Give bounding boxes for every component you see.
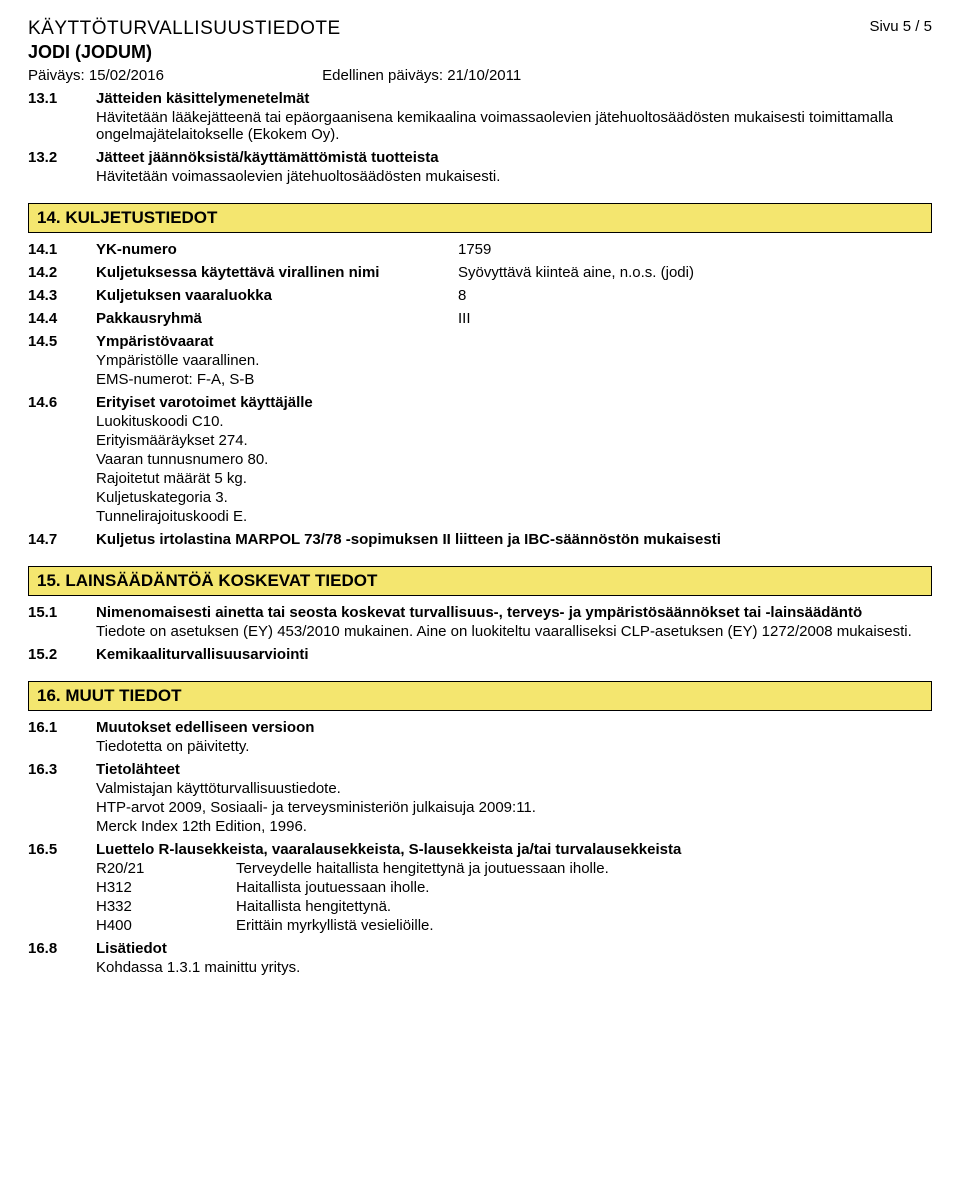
date-label: Päiväys: 15/02/2016	[28, 67, 318, 84]
doc-subtitle: JODI (JODUM)	[28, 42, 932, 63]
page-num: Sivu 5 / 5	[869, 18, 932, 35]
hazard-code: H312	[96, 879, 236, 896]
prev-date-label: Edellinen päiväys: 21/10/2011	[322, 67, 521, 84]
hazard-row: R20/21Terveydelle haitallista hengitetty…	[96, 860, 932, 877]
item-title: Jätteet jäännöksistä/käyttämättömistä tu…	[96, 149, 932, 166]
numbered-item: 16.3Tietolähteet Valmistajan käyttöturval…	[28, 761, 932, 835]
hazard-desc: Erittäin myrkyllistä vesieliöille.	[236, 917, 932, 934]
numbered-item: 13.1Jätteiden käsittelymenetelmät Hävitet…	[28, 90, 932, 143]
date-row: Päiväys: 15/02/2016 Edellinen päiväys: 2…	[28, 67, 932, 84]
item-content: Jätteet jäännöksistä/käyttämättömistä tu…	[96, 149, 932, 185]
numbered-item: 14.5Ympäristövaarat Ympäristölle vaaralli…	[28, 333, 932, 388]
section-14-header: 14. KULJETUSTIEDOT	[28, 203, 932, 233]
item-title: Kemikaaliturvallisuusarviointi	[96, 646, 932, 663]
item-label: YK-numero	[96, 241, 458, 258]
item-num: 13.2	[28, 149, 96, 185]
hazard-row: H312Haitallista joutuessaan iholle.	[96, 879, 932, 896]
item-value: 8	[458, 287, 932, 304]
item-body-line: Tunnelirajoituskoodi E.	[96, 508, 932, 525]
item-title: Kuljetus irtolastina MARPOL 73/78 -sopim…	[96, 531, 932, 548]
doc-title: KÄYTTÖTURVALLISUUSTIEDOTE	[28, 18, 341, 40]
item-body-line: Merck Index 12th Edition, 1996.	[96, 818, 932, 835]
item-16-5: 16.5 Luettelo R-lausekkeista, vaaralause…	[28, 841, 932, 934]
item-body-line: Kuljetuskategoria 3.	[96, 489, 932, 506]
hazard-code: H400	[96, 917, 236, 934]
hazard-row: H332Haitallista hengitettynä.	[96, 898, 932, 915]
item-num: 14.3	[28, 287, 96, 304]
item-num: 16.3	[28, 761, 96, 835]
header-row: KÄYTTÖTURVALLISUUSTIEDOTE Sivu 5 / 5	[28, 18, 932, 40]
item-value: III	[458, 310, 932, 327]
transport-row: 14.1YK-numero1759	[28, 241, 932, 258]
item-value: Syövyttävä kiinteä aine, n.o.s. (jodi)	[458, 264, 932, 281]
item-body-line: Ympäristölle vaarallinen.	[96, 352, 932, 369]
numbered-item: 16.1Muutokset edelliseen versioon Tiedote…	[28, 719, 932, 755]
numbered-item: 15.2Kemikaaliturvallisuusarviointi	[28, 646, 932, 663]
item-content: Kuljetus irtolastina MARPOL 73/78 -sopim…	[96, 531, 932, 548]
item-title: Luettelo R-lausekkeista, vaaralausekkeis…	[96, 841, 932, 858]
item-body-line: Vaaran tunnusnumero 80.	[96, 451, 932, 468]
item-title: Erityiset varotoimet käyttäjälle	[96, 394, 932, 411]
item-label: Kuljetuksessa käytettävä virallinen nimi	[96, 264, 458, 281]
transport-row: 14.2Kuljetuksessa käytettävä virallinen …	[28, 264, 932, 281]
item-num: 16.1	[28, 719, 96, 755]
item-body-line: Hävitetään lääkejätteenä tai epäorgaanis…	[96, 109, 932, 143]
item-title: Jätteiden käsittelymenetelmät	[96, 90, 932, 107]
item-body-line: Rajoitetut määrät 5 kg.	[96, 470, 932, 487]
item-num: 16.8	[28, 940, 96, 976]
item-title: Ympäristövaarat	[96, 333, 932, 350]
item-content: Tietolähteet Valmistajan käyttöturvallisu…	[96, 761, 932, 835]
item-body-line: Valmistajan käyttöturvallisuustiedote.	[96, 780, 932, 797]
item-title: Tietolähteet	[96, 761, 932, 778]
hazard-code: H332	[96, 898, 236, 915]
item-num: 15.1	[28, 604, 96, 640]
item-value: 1759	[458, 241, 932, 258]
hazard-desc: Haitallista joutuessaan iholle.	[236, 879, 932, 896]
numbered-item: 14.7Kuljetus irtolastina MARPOL 73/78 -s…	[28, 531, 932, 548]
item-num: 15.2	[28, 646, 96, 663]
item-body-line: EMS-numerot: F-A, S-B	[96, 371, 932, 388]
item-num: 14.5	[28, 333, 96, 388]
item-label: Kuljetuksen vaaraluokka	[96, 287, 458, 304]
item-16-8: 16.8 Lisätiedot Kohdassa 1.3.1 mainittu …	[28, 940, 932, 976]
item-num: 14.1	[28, 241, 96, 258]
hazard-code: R20/21	[96, 860, 236, 877]
item-content: Ympäristövaarat Ympäristölle vaarallinen.…	[96, 333, 932, 388]
item-body-line: Erityismääräykset 274.	[96, 432, 932, 449]
item-body-line: Tiedote on asetuksen (EY) 453/2010 mukai…	[96, 623, 932, 640]
item-num: 14.4	[28, 310, 96, 327]
section-16-header: 16. MUUT TIEDOT	[28, 681, 932, 711]
item-num: 14.7	[28, 531, 96, 548]
item-num: 13.1	[28, 90, 96, 143]
item-content: Kemikaaliturvallisuusarviointi	[96, 646, 932, 663]
item-body-line: Luokituskoodi C10.	[96, 413, 932, 430]
section-15-header: 15. LAINSÄÄDÄNTÖÄ KOSKEVAT TIEDOT	[28, 566, 932, 596]
numbered-item: 14.6Erityiset varotoimet käyttäjälle Luok…	[28, 394, 932, 525]
item-content: Nimenomaisesti ainetta tai seosta koskev…	[96, 604, 932, 640]
item-content: Erityiset varotoimet käyttäjälle Luokitus…	[96, 394, 932, 525]
item-content: Muutokset edelliseen versioon Tiedotetta …	[96, 719, 932, 755]
numbered-item: 15.1Nimenomaisesti ainetta tai seosta ko…	[28, 604, 932, 640]
item-body: Kohdassa 1.3.1 mainittu yritys.	[96, 959, 932, 976]
item-body-line: HTP-arvot 2009, Sosiaali- ja terveysmini…	[96, 799, 932, 816]
item-num: 16.5	[28, 841, 96, 934]
hazard-row: H400Erittäin myrkyllistä vesieliöille.	[96, 917, 932, 934]
item-title: Muutokset edelliseen versioon	[96, 719, 932, 736]
transport-row: 14.3Kuljetuksen vaaraluokka8	[28, 287, 932, 304]
item-title: Lisätiedot	[96, 940, 932, 957]
numbered-item: 13.2Jätteet jäännöksistä/käyttämättömist…	[28, 149, 932, 185]
item-body-line: Tiedotetta on päivitetty.	[96, 738, 932, 755]
item-label: Pakkausryhmä	[96, 310, 458, 327]
transport-row: 14.4PakkausryhmäIII	[28, 310, 932, 327]
item-title: Nimenomaisesti ainetta tai seosta koskev…	[96, 604, 932, 621]
item-num: 14.2	[28, 264, 96, 281]
hazard-desc: Terveydelle haitallista hengitettynä ja …	[236, 860, 932, 877]
item-body-line: Hävitetään voimassaolevien jätehuoltosää…	[96, 168, 932, 185]
item-content: Jätteiden käsittelymenetelmät Hävitetään …	[96, 90, 932, 143]
hazard-desc: Haitallista hengitettynä.	[236, 898, 932, 915]
item-num: 14.6	[28, 394, 96, 525]
